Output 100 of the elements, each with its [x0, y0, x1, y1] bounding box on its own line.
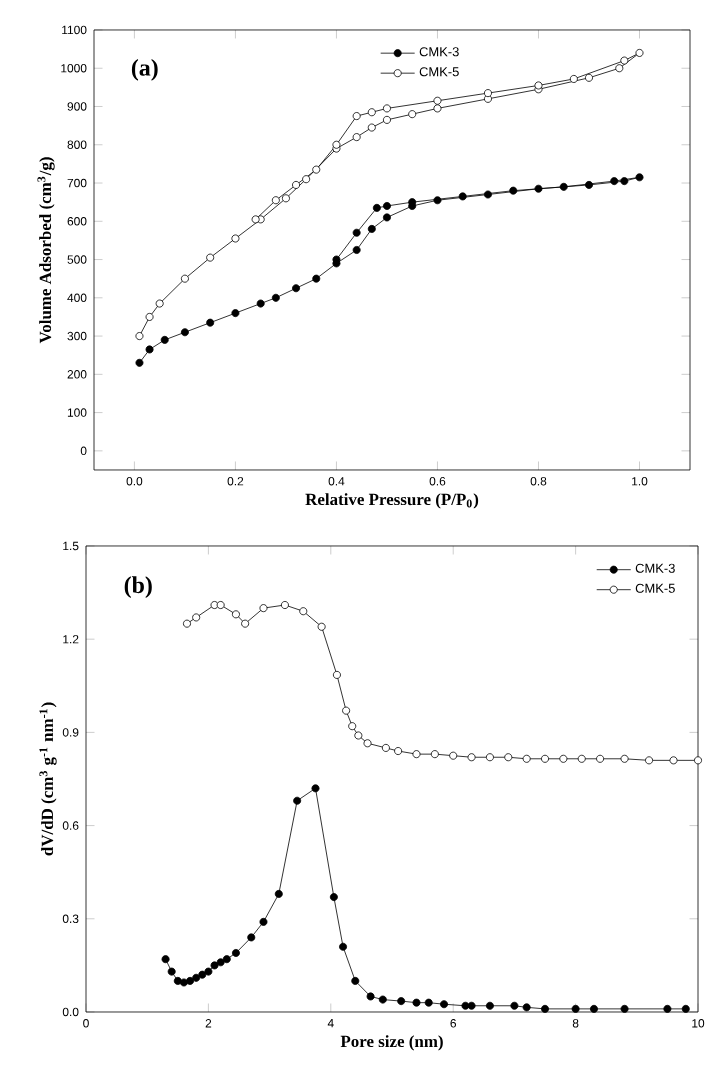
point — [570, 74, 579, 83]
point — [504, 753, 513, 762]
point — [210, 961, 219, 970]
point — [333, 670, 342, 679]
point — [348, 722, 357, 731]
point — [484, 89, 493, 98]
point — [247, 933, 256, 942]
point — [135, 358, 144, 367]
point — [351, 976, 360, 985]
point — [363, 739, 372, 748]
point — [596, 754, 605, 763]
point — [467, 1001, 476, 1010]
point — [486, 1001, 495, 1010]
point — [560, 182, 569, 191]
point — [368, 108, 377, 117]
point — [368, 224, 377, 233]
point — [292, 180, 301, 189]
point — [192, 973, 201, 982]
point — [486, 753, 495, 762]
point — [156, 299, 164, 308]
point — [312, 274, 321, 283]
point — [217, 601, 225, 609]
point — [353, 133, 361, 142]
point — [168, 967, 177, 976]
point — [635, 173, 644, 182]
point — [585, 73, 594, 82]
point — [484, 94, 493, 103]
point — [461, 1001, 470, 1010]
point — [186, 976, 195, 985]
point — [145, 312, 154, 321]
point — [259, 917, 268, 926]
point — [663, 1004, 672, 1013]
point — [198, 970, 207, 979]
point — [217, 958, 225, 967]
point — [467, 753, 476, 762]
point — [311, 784, 320, 793]
point — [694, 756, 703, 765]
point — [440, 1000, 449, 1009]
point — [541, 1004, 550, 1013]
point — [339, 942, 348, 951]
point — [342, 706, 351, 715]
point — [231, 309, 240, 318]
point — [281, 601, 290, 609]
point — [257, 299, 266, 308]
point — [353, 228, 361, 237]
point — [275, 889, 284, 898]
point — [282, 194, 291, 203]
point — [523, 1003, 531, 1012]
point — [174, 976, 183, 985]
point — [292, 284, 301, 293]
point — [330, 893, 339, 902]
point — [272, 196, 281, 205]
point — [433, 96, 442, 105]
point — [645, 756, 654, 765]
annotation: (a) — [132, 59, 159, 81]
point — [610, 177, 619, 186]
point — [368, 123, 377, 132]
x-axis-title: Pore size (nm) — [341, 1035, 444, 1051]
point — [571, 1004, 580, 1013]
point — [397, 997, 406, 1006]
point — [590, 1004, 599, 1013]
point — [408, 110, 417, 119]
point — [412, 750, 421, 759]
point — [312, 165, 321, 174]
point — [541, 754, 550, 763]
point — [412, 998, 421, 1007]
point — [241, 619, 250, 628]
point — [394, 747, 403, 756]
point — [181, 328, 190, 337]
point — [161, 955, 170, 964]
point — [559, 754, 568, 763]
point — [259, 604, 268, 613]
point — [366, 992, 375, 1001]
point — [353, 245, 361, 254]
point — [232, 948, 241, 957]
point — [383, 213, 392, 222]
point — [206, 253, 215, 262]
point — [484, 190, 493, 199]
point — [425, 998, 434, 1007]
point — [635, 48, 644, 57]
point — [534, 184, 543, 193]
point — [317, 622, 326, 631]
x-axis-title: Relative Pressure (P/P$_{0}$) — [305, 493, 479, 509]
point — [373, 203, 382, 212]
point — [523, 754, 531, 763]
point — [449, 751, 458, 760]
point — [204, 967, 213, 976]
point — [353, 112, 361, 121]
point — [302, 175, 311, 184]
point — [509, 186, 518, 195]
point — [293, 796, 302, 805]
point — [510, 1001, 519, 1010]
point — [272, 293, 281, 302]
point — [620, 177, 629, 186]
point — [433, 196, 442, 205]
y-axis-title: Volume Adsorbed (cm$^{3}$/g) — [37, 157, 56, 344]
point — [192, 613, 201, 622]
point — [180, 978, 189, 987]
point — [145, 345, 154, 354]
point — [223, 955, 232, 964]
